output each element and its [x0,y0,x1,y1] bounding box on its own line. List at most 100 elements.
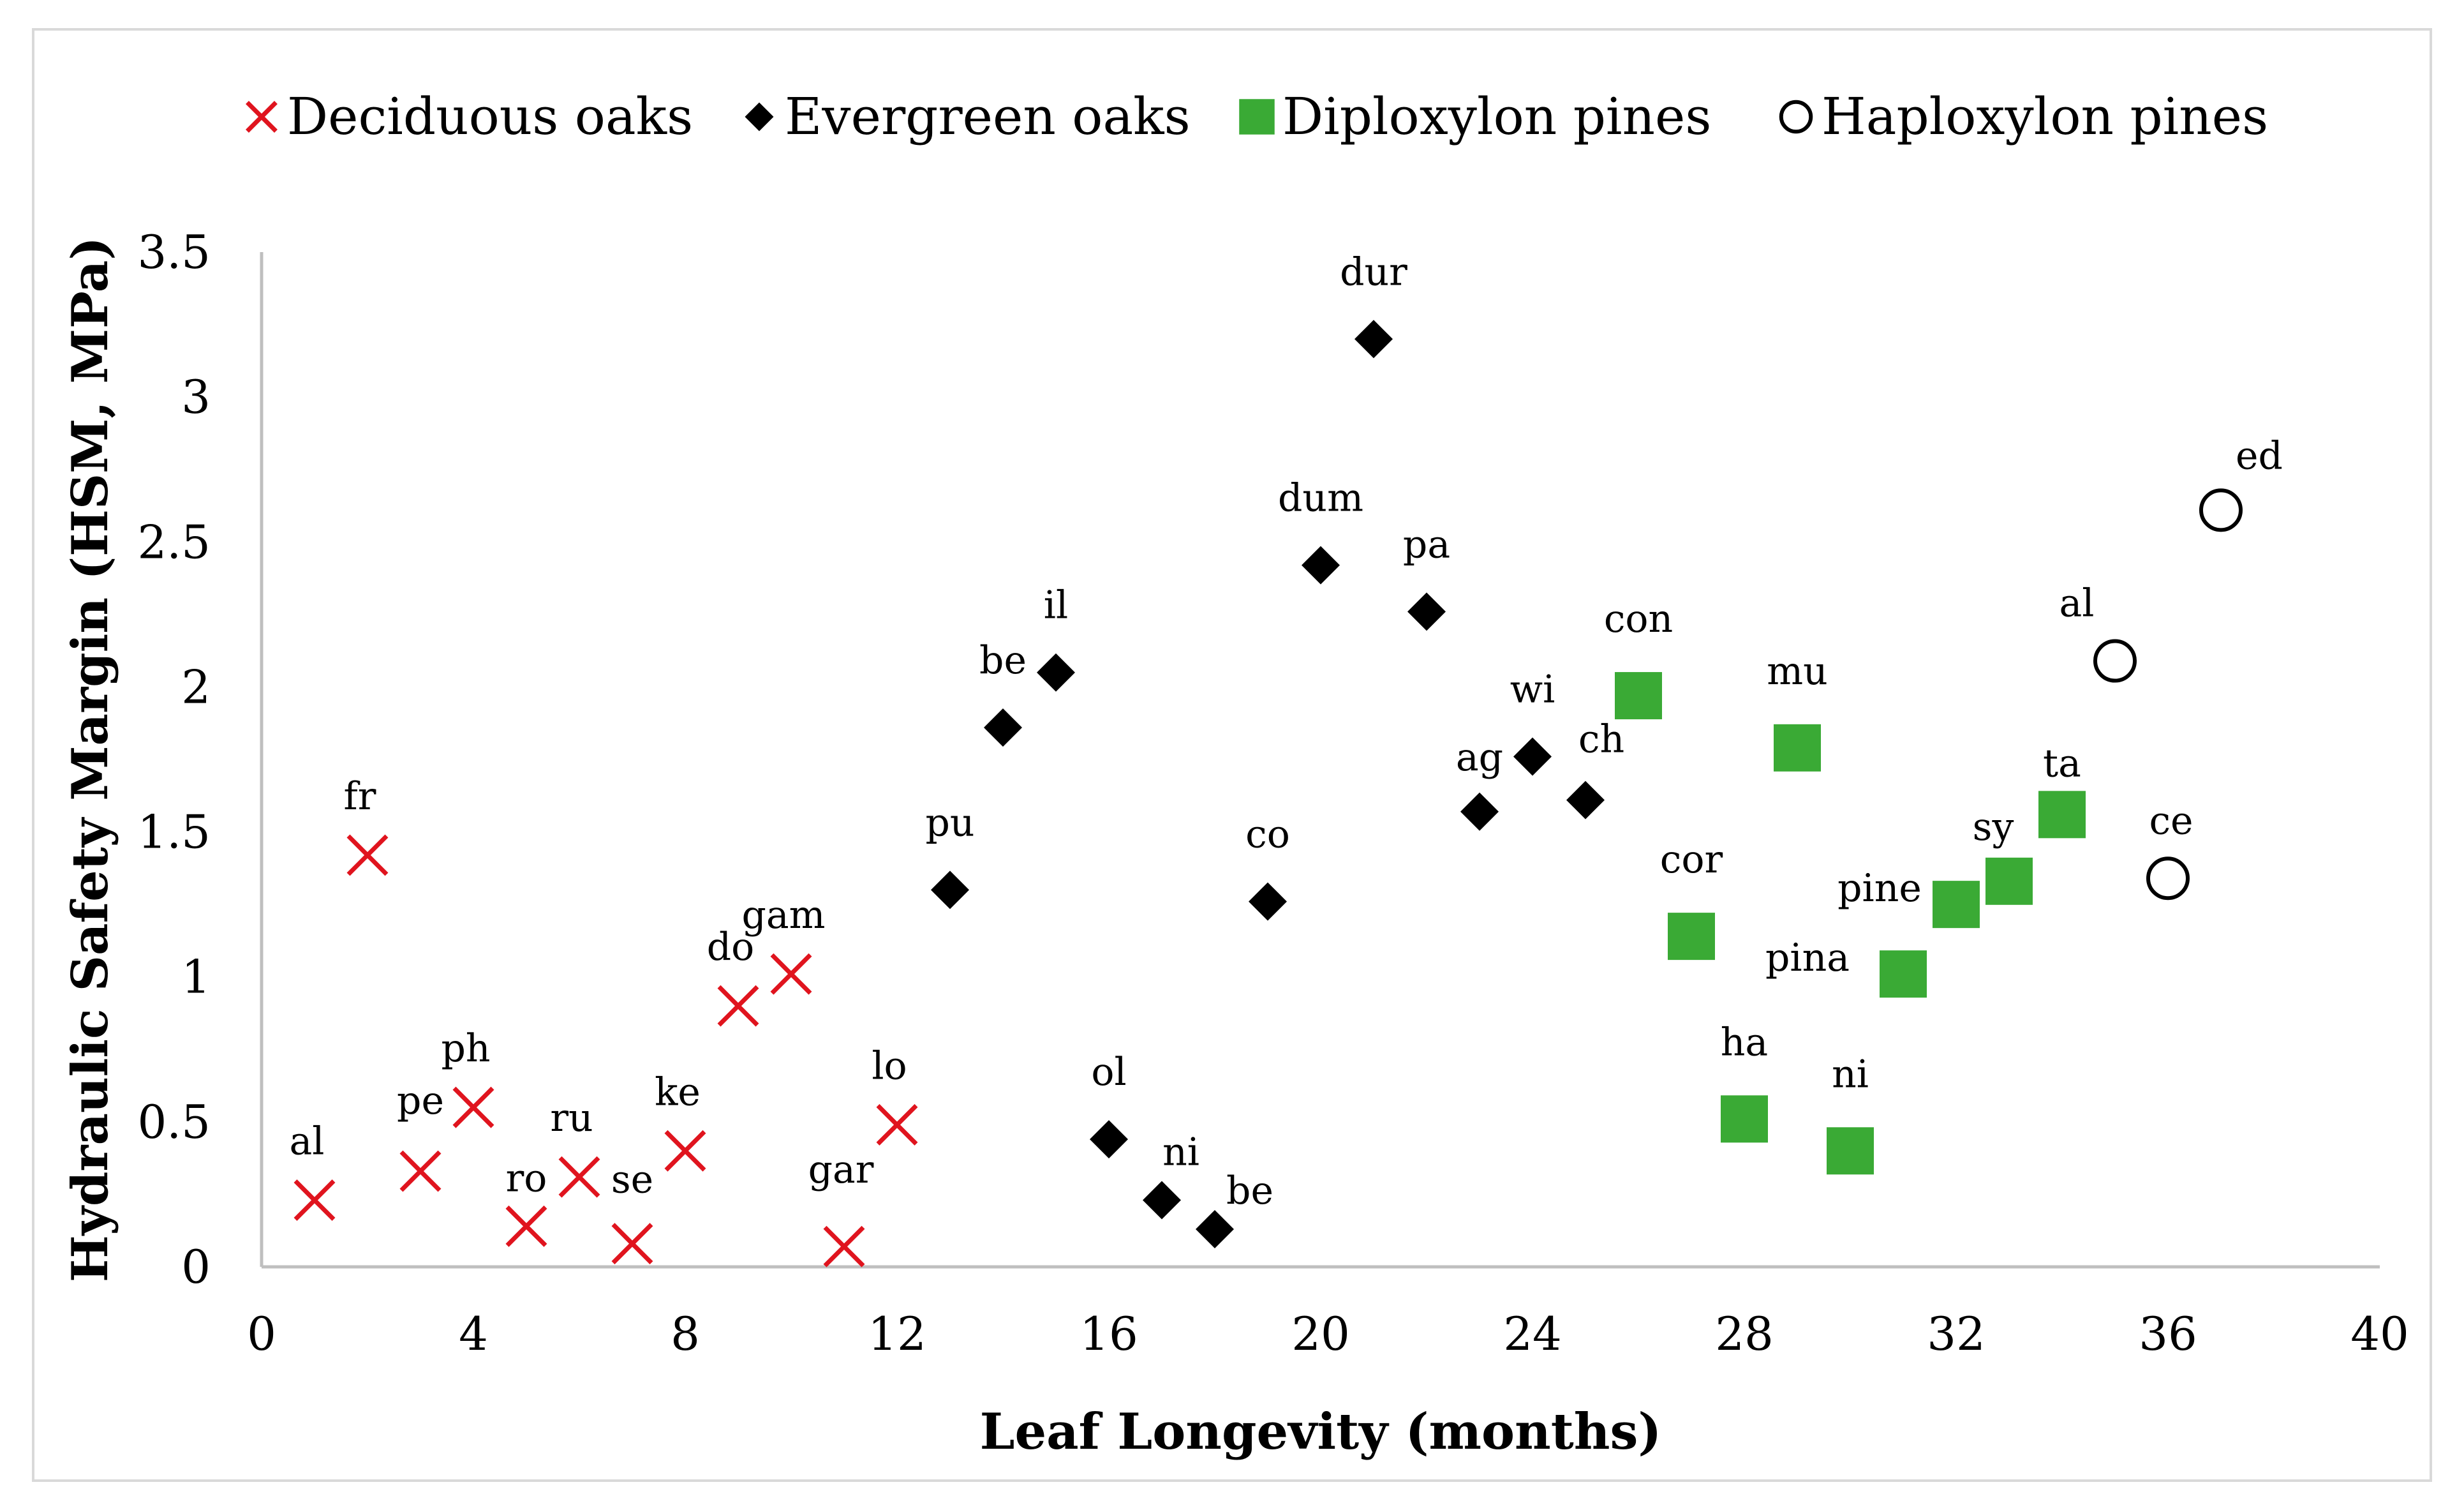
data-point-diamond [1407,592,1446,631]
x-tick-label: 24 [1503,1307,1562,1361]
data-point-square [1933,881,1980,929]
data-point-x [717,985,759,1027]
data-point-circle [2199,488,2243,532]
data-point-x [452,1086,494,1128]
x-tick-label: 4 [459,1307,488,1361]
x-axis-title: Leaf Longevity (months) [980,1403,1662,1461]
data-point-label: gam [741,893,825,938]
x-tick-label: 32 [1927,1307,1985,1361]
data-point-label: ph [441,1026,490,1071]
legend-marker-diamond-icon [745,102,774,131]
data-point-diamond [1090,1120,1128,1159]
data-point-label: pina [1765,936,1850,980]
data-point-square [2038,791,2086,839]
data-point-label: ke [655,1070,701,1114]
data-point-label: ta [2043,741,2081,786]
legend: Deciduous oaks Evergreen oaks Diploxylon p… [246,87,2268,146]
data-point-label: al [290,1119,325,1164]
data-point-label: be [1226,1169,1273,1213]
data-point-label: gar [808,1147,874,1192]
data-point-diamond [984,708,1022,747]
data-point-label: wi [1510,667,1555,712]
data-point-diamond [1196,1209,1234,1248]
legend-entry-label: Diploxylon pines [1282,87,1711,146]
data-point-diamond [1302,546,1340,585]
y-tick-label: 2.5 [137,515,211,569]
data-point-label: al [2060,581,2095,626]
axes [260,252,2380,1269]
data-point-diamond [1513,737,1552,776]
data-point-square [1721,1095,1768,1143]
data-point-label: pu [925,800,974,845]
data-point-label: ni [1162,1130,1199,1175]
data-point-circle [2093,639,2137,683]
chart-frame [32,28,2432,1482]
data-point-label: sy [1973,805,2014,849]
y-tick-label: 2 [181,660,211,714]
data-point-label: con [1604,597,1673,641]
data-point-label: pa [1403,522,1450,567]
data-point-x [293,1179,336,1221]
data-point-square [1668,913,1715,961]
data-point-label: ha [1721,1020,1768,1065]
data-point-label: cor [1660,837,1723,882]
y-tick-label: 1.5 [137,805,211,859]
data-point-x [611,1223,653,1265]
data-point-square [1615,672,1662,720]
data-point-label: pe [397,1079,444,1123]
x-tick-label: 12 [868,1307,926,1361]
x-tick-labels: 0 4 8 12 16 20 24 28 32 36 40 [247,1307,2409,1361]
x-tick-label: 20 [1291,1307,1350,1361]
data-point-x [346,834,389,876]
legend-marker-x-icon [246,101,278,133]
data-point-circle [2146,856,2190,901]
data-point-label: fr [344,774,376,819]
data-point-diamond [931,871,969,909]
y-tick-label: 0 [181,1240,211,1294]
y-tick-label: 1 [181,950,211,1004]
data-point-label: be [979,638,1027,683]
x-tick-label: 28 [1715,1307,1774,1361]
data-point-label: mu [1767,649,1828,694]
legend-entry-label: Deciduous oaks [287,87,693,146]
legend-marker-square-icon [1239,99,1275,135]
data-point-x [770,953,812,995]
legend-marker-circle-icon [1779,100,1813,134]
data-point-label: se [611,1158,653,1202]
x-tick-label: 36 [2139,1307,2197,1361]
data-point-label: pine [1837,866,1922,911]
y-axis-title: Hydraulic Safety Margin (HSM, MPa) [61,237,119,1282]
data-point-x [558,1156,600,1198]
data-point-label: co [1245,812,1290,857]
data-point-label: ed [2236,433,2283,478]
data-point-label: ru [550,1096,593,1140]
data-point-square [1985,857,2033,905]
y-tick-label: 0.5 [137,1095,211,1149]
y-tick-label: 3 [181,370,211,424]
data-point-diamond [1143,1181,1181,1220]
data-point-label: ce [2149,798,2193,843]
data-point-diamond [1037,653,1075,692]
data-point-x [876,1103,918,1146]
data-point-label: ch [1578,717,1624,762]
data-point-label: il [1044,583,1068,628]
data-point-square [1827,1127,1874,1175]
data-point-label: ni [1832,1052,1869,1096]
data-point-square [1774,724,1821,772]
data-point-diamond [1249,882,1287,921]
data-point-diamond [1566,781,1605,819]
x-tick-label: 16 [1080,1307,1138,1361]
data-point-labels: alfrpephrorusekedogamgarlopubeilolnibeco… [290,250,2283,1213]
x-tick-label: 8 [671,1307,700,1361]
data-point-x [505,1205,547,1247]
data-point-label: dur [1340,250,1407,294]
data-point-diamond [1460,792,1499,831]
legend-entry-label: Evergreen oaks [785,87,1191,146]
y-tick-labels: 0 0.5 1 1.5 2 2.5 3 3.5 [137,225,211,1294]
data-point-square [1880,950,1927,998]
y-tick-label: 3.5 [137,225,211,279]
data-point-x [399,1150,442,1192]
data-point-label: ag [1456,735,1503,780]
data-point-label: ro [506,1156,547,1200]
